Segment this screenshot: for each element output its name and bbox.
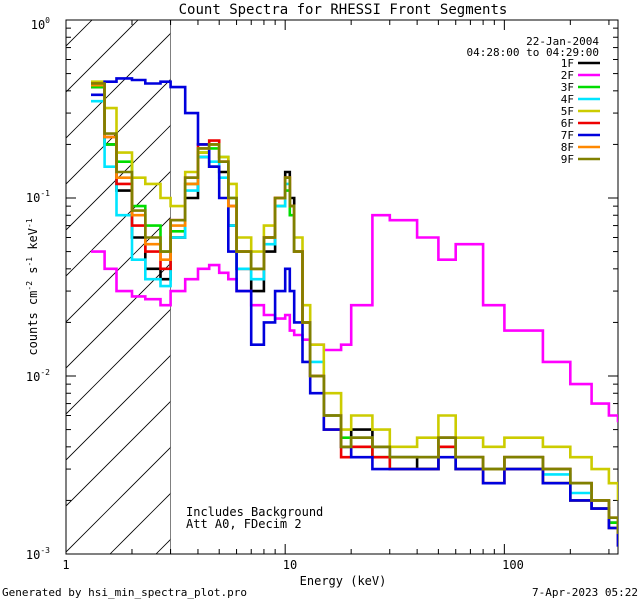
x-tick-label-1: 1: [62, 558, 69, 572]
hatch-line: [0, 14, 6, 554]
hatch-line: [202, 14, 640, 554]
x-tick-label-10: 10: [283, 558, 297, 572]
y-axis-label: counts cm-2 s-1 keV-1: [25, 218, 40, 355]
annotation-attenuator: Att A0, FDecim 2: [186, 517, 302, 531]
hatch-line: [66, 400, 171, 507]
annotation-background: Includes Background: [186, 505, 323, 519]
hatch-line: [66, 170, 171, 277]
hatch-line: [66, 124, 171, 231]
axis-ticks: [65, 19, 618, 555]
legend: 22-Jan-2004 04:28:00 to 04:29:00 1F2F3F4…: [467, 35, 600, 166]
legend-label-5F: 5F: [561, 105, 574, 118]
series-line-2F: [91, 213, 618, 423]
series-line-6F: [91, 82, 618, 547]
chart-title: Count Spectra for RHESSI Front Segments: [179, 2, 508, 18]
series-line-9F: [91, 82, 618, 534]
footer-timestamp: 7-Apr-2023 05:22: [532, 586, 638, 599]
hatch-line: [66, 446, 171, 553]
series-line-3F: [91, 85, 618, 540]
legend-label-2F: 2F: [561, 69, 574, 82]
y-tick-label-2: 10-2: [26, 368, 50, 384]
hatch-line: [66, 20, 139, 93]
hatch-line: [66, 78, 171, 185]
y-tick-label-3: 10-3: [26, 546, 50, 562]
series-lines: [91, 77, 618, 547]
series-line-7F: [91, 77, 618, 547]
legend-label-7F: 7F: [561, 129, 574, 142]
legend-date: 22-Jan-2004: [526, 35, 599, 48]
hatch-line: [248, 14, 640, 554]
series-line-1F: [91, 85, 618, 540]
y-tick-labels: 100 10-1 10-2 10-3: [26, 16, 50, 562]
legend-label-1F: 1F: [561, 57, 574, 70]
legend-time-range: 04:28:00 to 04:29:00: [467, 46, 599, 59]
series-line-4F: [91, 99, 618, 547]
legend-label-3F: 3F: [561, 81, 574, 94]
legend-label-4F: 4F: [561, 93, 574, 106]
hatch-line: [66, 20, 93, 47]
plot-frame: [65, 19, 619, 555]
hatch-line: [66, 32, 171, 139]
legend-label-6F: 6F: [561, 117, 574, 130]
hatch-line: [66, 308, 171, 415]
hatch-line: [66, 354, 171, 461]
hatch-line: [66, 262, 171, 369]
x-tick-labels: 1 10 100: [62, 558, 523, 572]
y-tick-label-0: 100: [31, 16, 50, 32]
legend-label-9F: 9F: [561, 153, 574, 166]
legend-label-8F: 8F: [561, 141, 574, 154]
footer-generated-by: Generated by hsi_min_spectra_plot.pro: [2, 586, 247, 599]
hatch-line: [66, 216, 171, 323]
x-axis-label: Energy (keV): [300, 574, 387, 588]
y-tick-label-1: 10-1: [26, 189, 50, 205]
shaded-region: [0, 14, 640, 554]
x-tick-label-100: 100: [502, 558, 524, 572]
